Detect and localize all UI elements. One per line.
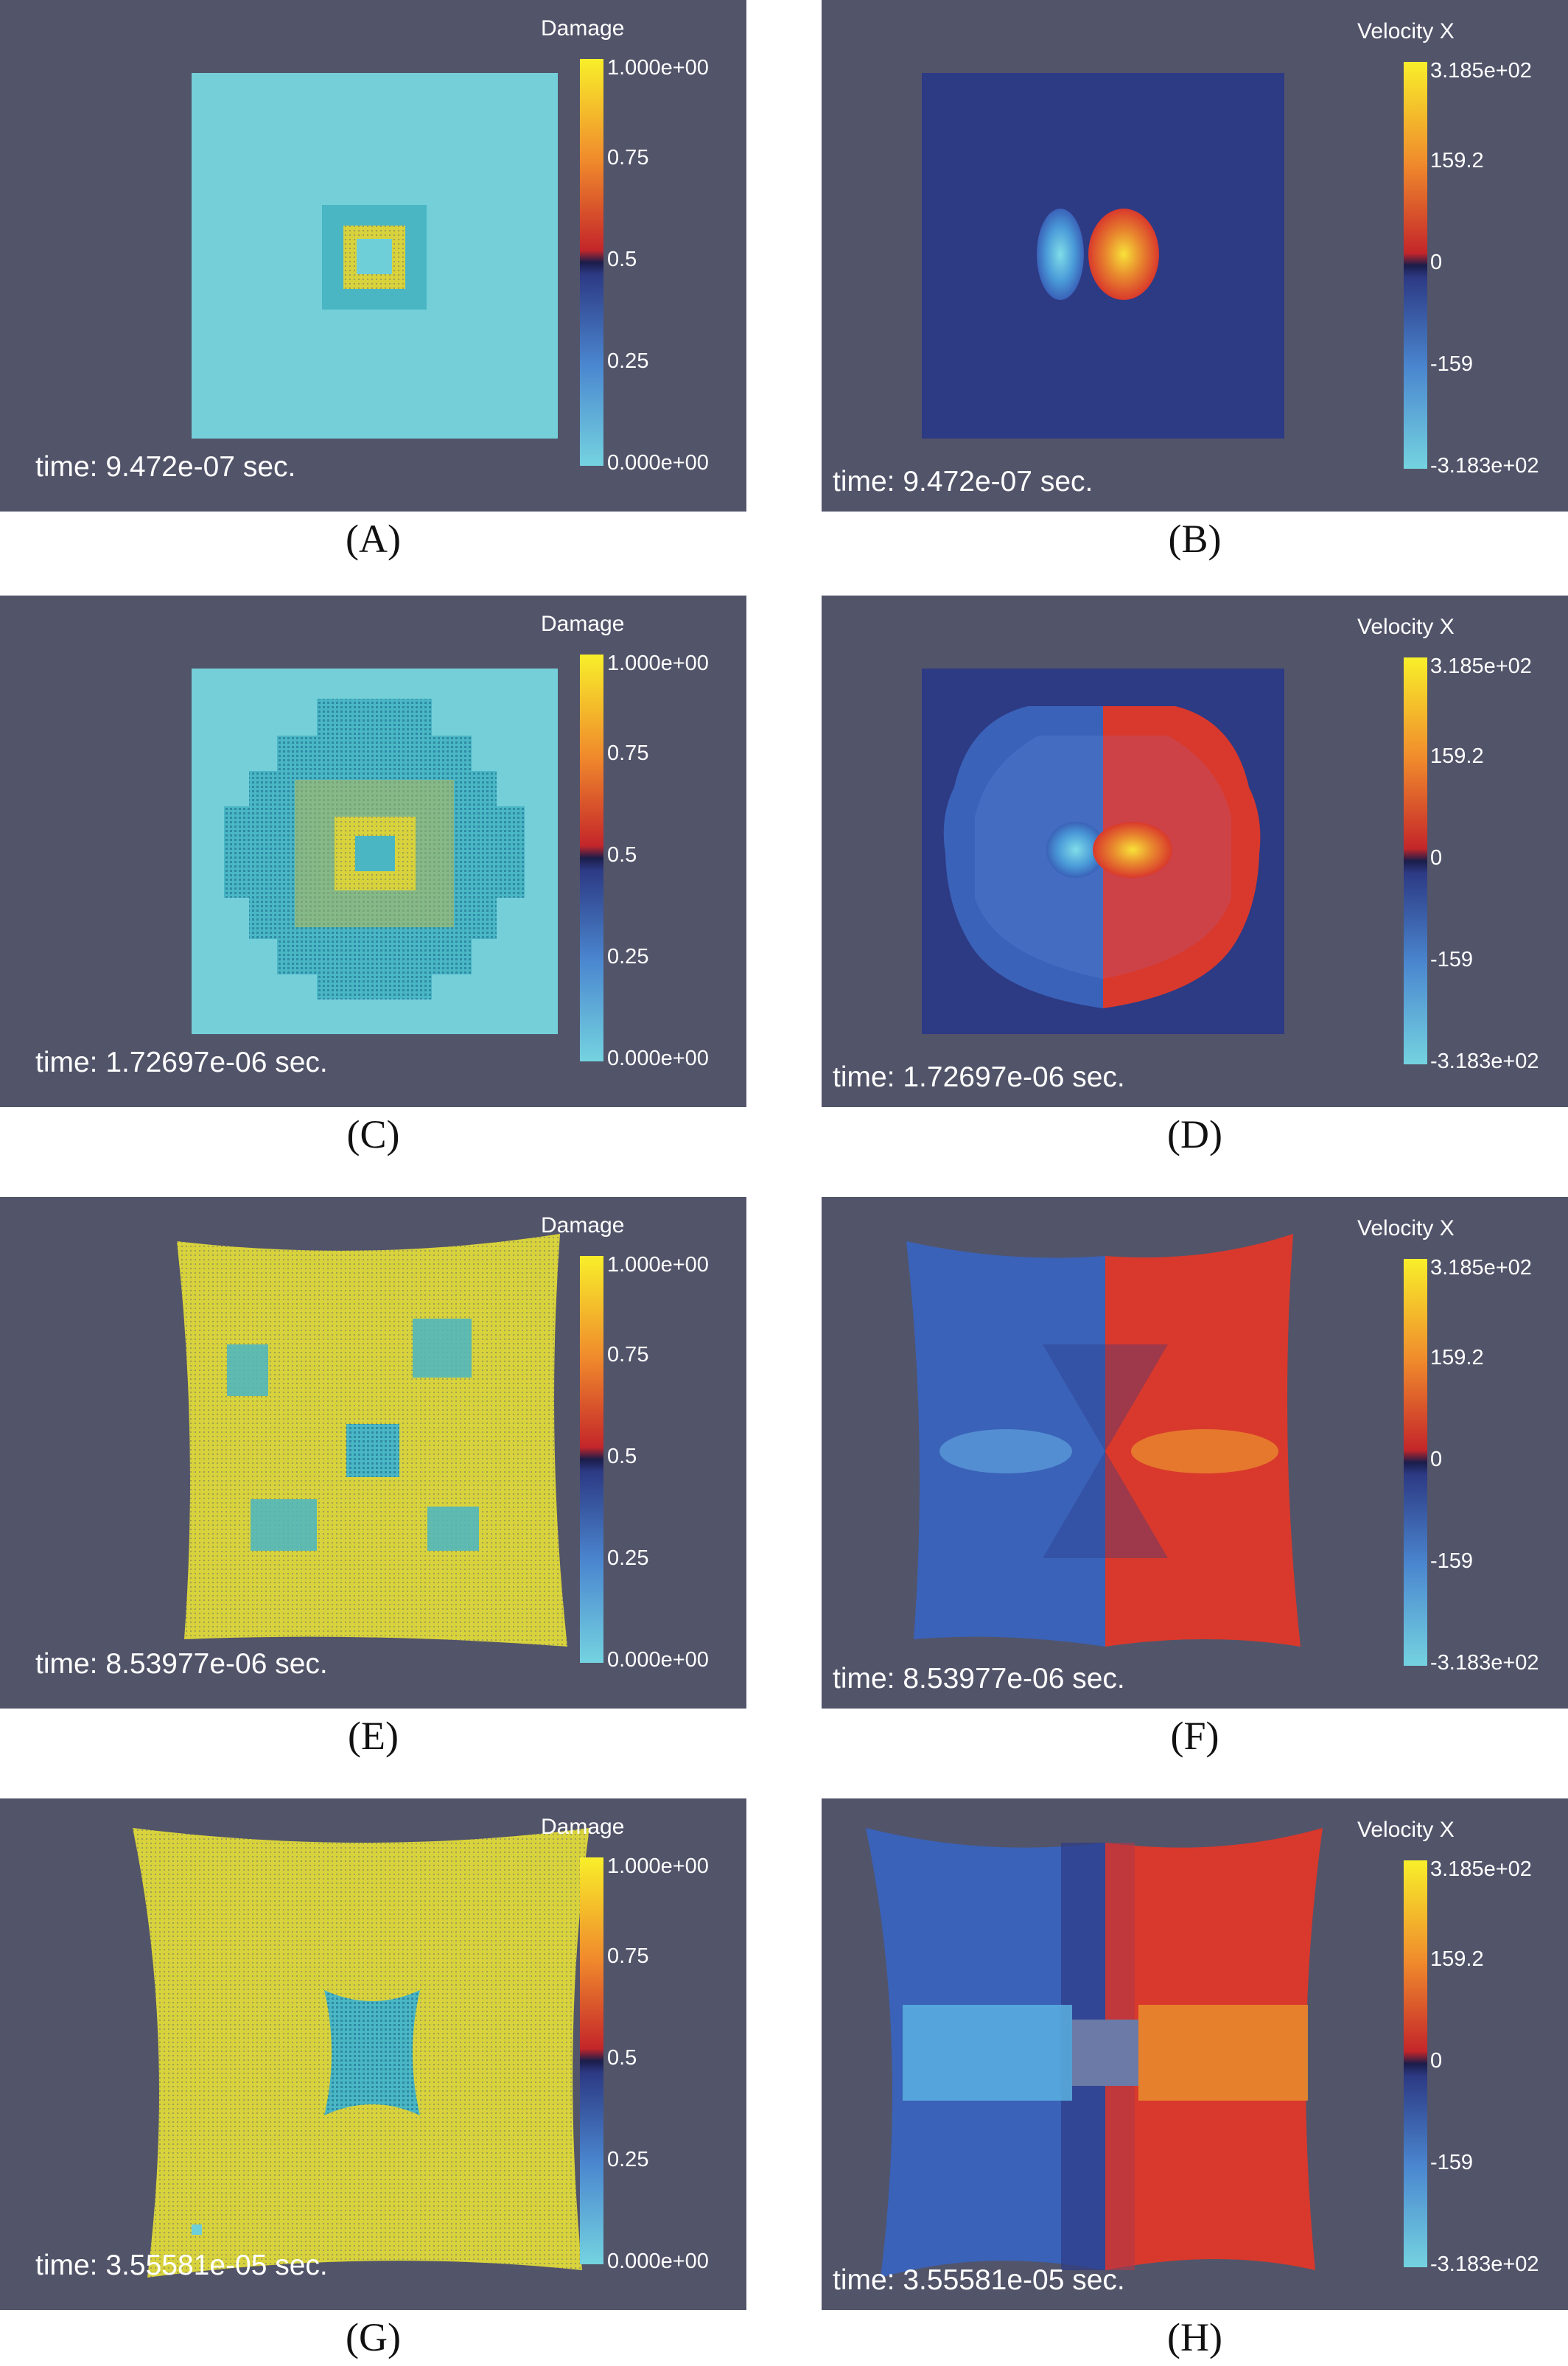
colorbar <box>580 1857 603 2264</box>
colorbar-tick: 0.000e+00 <box>607 1047 709 1070</box>
time-label: time: 1.72697e-06 sec. <box>833 1061 1125 1093</box>
colorbar-tick: -159 <box>1430 948 1474 971</box>
colorbar-tick: 1.000e+00 <box>607 652 709 675</box>
colorbar-title: Velocity X <box>1357 1818 1455 1842</box>
colorbar-title: Damage <box>541 612 625 636</box>
colorbar-tick: 0.000e+00 <box>607 451 709 475</box>
panel-d: Velocity X 3.185e+02 159.2 0 -159 -3.183… <box>822 596 1568 1107</box>
panel-caption: (D) <box>1167 1112 1222 1156</box>
colorbar <box>580 655 603 1061</box>
colorbar-title: Velocity X <box>1357 1216 1455 1240</box>
panel-caption: (G) <box>346 2315 401 2359</box>
colorbar-tick: -159 <box>1430 1549 1474 1573</box>
colorbar-tick: 3.185e+02 <box>1430 59 1532 83</box>
damage-field-plot <box>192 73 558 439</box>
colorbar-tick: 0.5 <box>607 2046 637 2070</box>
colorbar <box>1404 1860 1427 2267</box>
colorbar-tick: 0.5 <box>607 843 637 867</box>
colorbar-tick: 0.75 <box>607 1343 649 1367</box>
colorbar-tick: 0.75 <box>607 1944 649 1968</box>
colorbar-title: Velocity X <box>1357 19 1455 43</box>
colorbar-tick: 0.25 <box>607 945 649 969</box>
colorbar-tick: 159.2 <box>1430 1346 1484 1369</box>
colorbar-tick: 159.2 <box>1430 744 1484 768</box>
colorbar-tick: -3.183e+02 <box>1430 1651 1539 1675</box>
colorbar-tick: 0.5 <box>607 248 637 271</box>
damage-field-plot <box>133 1828 589 2278</box>
velocity-field-plot <box>866 1828 1323 2278</box>
colorbar-tick: 0.25 <box>607 349 649 373</box>
damage-field-plot <box>192 669 558 1034</box>
colorbar <box>580 1256 603 1663</box>
colorbar-tick: 1.000e+00 <box>607 56 709 80</box>
colorbar-tick: 0.75 <box>607 741 649 765</box>
panel-caption: (F) <box>1170 1714 1219 1758</box>
colorbar-title: Damage <box>541 16 625 41</box>
time-label: time: 8.53977e-06 sec. <box>35 1648 328 1680</box>
colorbar <box>1404 62 1427 469</box>
colorbar-tick: 1.000e+00 <box>607 1253 709 1277</box>
colorbar-tick: -3.183e+02 <box>1430 454 1539 478</box>
colorbar-tick: 3.185e+02 <box>1430 1256 1532 1280</box>
colorbar-title: Velocity X <box>1357 615 1455 639</box>
panel-c: Damage 1.000e+00 0.75 0.5 0.25 0.000e+00… <box>0 596 746 1107</box>
colorbar <box>580 59 603 466</box>
colorbar-tick: 0.25 <box>607 2148 649 2171</box>
panel-f: Velocity X 3.185e+02 159.2 0 -159 -3.183… <box>822 1197 1568 1709</box>
colorbar-tick: 0.5 <box>607 1445 637 1468</box>
colorbar-tick: 0.000e+00 <box>607 1648 709 1672</box>
panel-g: Damage 1.000e+00 0.75 0.5 0.25 0.000e+00… <box>0 1798 746 2310</box>
colorbar-tick: -159 <box>1430 352 1474 376</box>
time-label: time: 3.55581e-05 sec. <box>35 2250 328 2281</box>
panel-e: Damage 1.000e+00 0.75 0.5 0.25 0.000e+00… <box>0 1197 746 1709</box>
colorbar-tick: 3.185e+02 <box>1430 655 1532 678</box>
time-label: time: 3.55581e-05 sec. <box>833 2264 1125 2296</box>
colorbar-title: Damage <box>541 1815 625 1839</box>
velocity-field-plot <box>906 1234 1301 1647</box>
velocity-field-plot <box>922 669 1284 1034</box>
panel-h: Velocity X 3.185e+02 159.2 0 -159 -3.183… <box>822 1798 1568 2310</box>
panel-caption: (B) <box>1168 517 1222 561</box>
colorbar-tick: 0 <box>1430 251 1443 274</box>
panel-caption: (A) <box>346 517 401 561</box>
colorbar-tick: -159 <box>1430 2151 1474 2174</box>
colorbar <box>1404 1259 1427 1666</box>
velocity-field-plot <box>922 73 1284 439</box>
colorbar-tick: 159.2 <box>1430 1947 1484 1971</box>
colorbar-tick: -3.183e+02 <box>1430 2252 1539 2276</box>
colorbar-tick: -3.183e+02 <box>1430 1050 1539 1073</box>
panel-b: Velocity X 3.185e+02 159.2 0 -159 -3.183… <box>822 0 1568 512</box>
time-label: time: 9.472e-07 sec. <box>35 451 296 483</box>
colorbar-tick: 3.185e+02 <box>1430 1857 1532 1881</box>
colorbar-tick: 0.75 <box>607 146 649 170</box>
time-label: time: 1.72697e-06 sec. <box>35 1047 328 1078</box>
colorbar-tick: 0.25 <box>607 1546 649 1570</box>
colorbar-tick: 1.000e+00 <box>607 1854 709 1878</box>
colorbar-tick: 0.000e+00 <box>607 2250 709 2273</box>
time-label: time: 9.472e-07 sec. <box>833 466 1093 498</box>
panel-caption: (E) <box>348 1714 399 1758</box>
time-label: time: 8.53977e-06 sec. <box>833 1663 1125 1695</box>
colorbar-tick: 0 <box>1430 846 1443 870</box>
panel-caption: (C) <box>346 1112 400 1156</box>
colorbar-tick: 159.2 <box>1430 149 1484 172</box>
colorbar-tick: 0 <box>1430 1448 1443 1471</box>
colorbar-tick: 0 <box>1430 2049 1443 2073</box>
panel-caption: (H) <box>1167 2315 1222 2359</box>
panel-a: Damage 1.000e+00 0.75 0.5 0.25 0.000e+00… <box>0 0 746 512</box>
colorbar <box>1404 657 1427 1064</box>
colorbar-title: Damage <box>541 1213 625 1238</box>
damage-field-plot <box>177 1234 567 1647</box>
